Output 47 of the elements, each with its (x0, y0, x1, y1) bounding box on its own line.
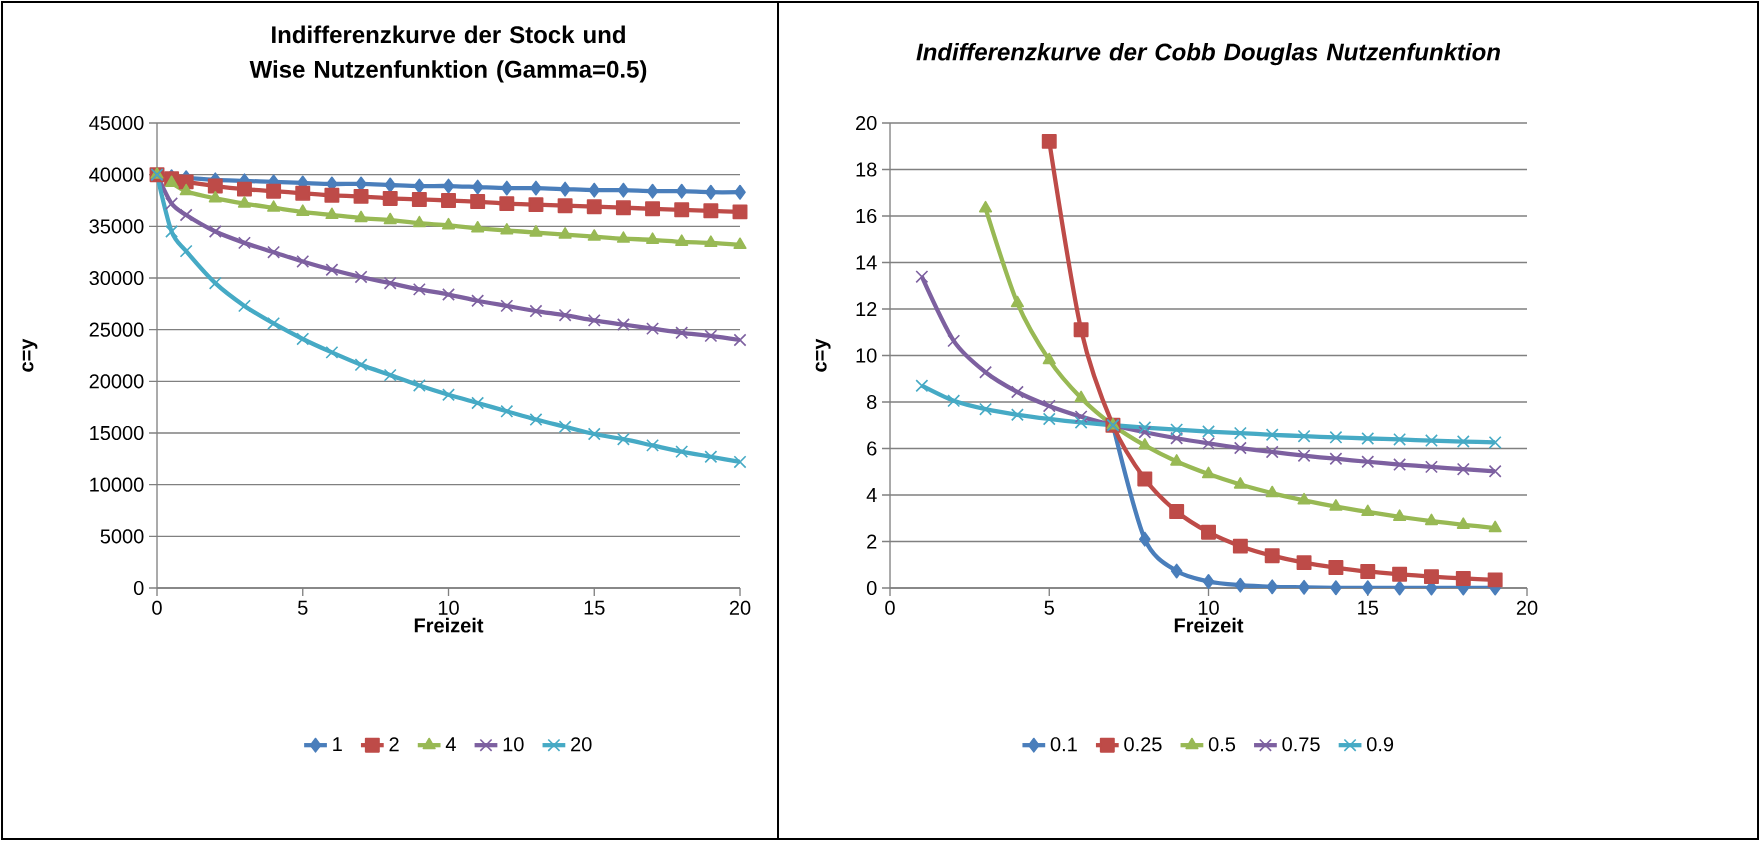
y-tick-label: 20 (856, 115, 877, 131)
chart-title: Indifferenzkurve der Stock und Wise Nutzenfunktion (Gamma=0.5) (249, 25, 647, 83)
y-tick-label: 16 (856, 208, 877, 224)
x-tick-label: 10 (438, 600, 459, 615)
y-tick-label: 35000 (89, 219, 144, 234)
y-tick-label: 6 (867, 441, 877, 456)
y-tick-label: 20000 (89, 374, 144, 389)
chart-title: Indifferenzkurve der Cobb Douglas Nutzenfunktion (916, 42, 1500, 66)
x-tick-label: 0 (152, 600, 162, 615)
x-tick-label: 10 (1198, 600, 1219, 615)
x-axis-title: Freizeit (414, 617, 484, 633)
legend-label: 10 (503, 737, 524, 752)
legend-label: 0.1 (1050, 737, 1077, 752)
y-tick-label: 0 (866, 580, 877, 596)
x-tick-label: 15 (584, 600, 605, 615)
legend-label: 2 (389, 737, 399, 752)
y-tick-label: 10 (856, 348, 877, 363)
x-axis-title: Freizeit (1174, 617, 1244, 633)
y-axis-title: c=y (815, 338, 831, 372)
y-tick-label: 15000 (90, 425, 144, 441)
x-tick-label: 0 (885, 600, 895, 615)
legend-label: 0.25 (1124, 737, 1162, 752)
x-tick-label: 20 (729, 600, 751, 615)
y-tick-label: 2 (867, 534, 877, 549)
y-tick-label: 8 (867, 394, 877, 410)
y-tick-label: 18 (856, 162, 877, 177)
y-tick-label: 12 (856, 302, 877, 316)
x-tick-label: 5 (297, 600, 308, 615)
legend-label: 20 (571, 737, 592, 752)
legend-label: 0.9 (1367, 737, 1394, 752)
x-tick-label: 5 (1044, 600, 1054, 615)
legend-label: 0.75 (1282, 737, 1320, 752)
y-tick-label: 5000 (100, 529, 144, 544)
y-axis-title: c=y (22, 338, 38, 372)
y-tick-label: 10000 (90, 477, 144, 492)
y-tick-label: 30000 (89, 270, 144, 286)
x-tick-label: 20 (1516, 600, 1538, 615)
y-tick-label: 40000 (89, 167, 144, 182)
y-tick-label: 0 (133, 580, 144, 596)
y-tick-label: 25000 (89, 322, 144, 337)
legend-label: 4 (445, 737, 456, 752)
legend-label: 1 (333, 737, 342, 752)
y-tick-label: 45000 (89, 115, 144, 131)
y-tick-label: 4 (866, 488, 877, 502)
x-tick-label: 15 (1358, 600, 1379, 615)
legend-label: 0.5 (1208, 737, 1236, 752)
y-tick-label: 14 (856, 255, 877, 270)
